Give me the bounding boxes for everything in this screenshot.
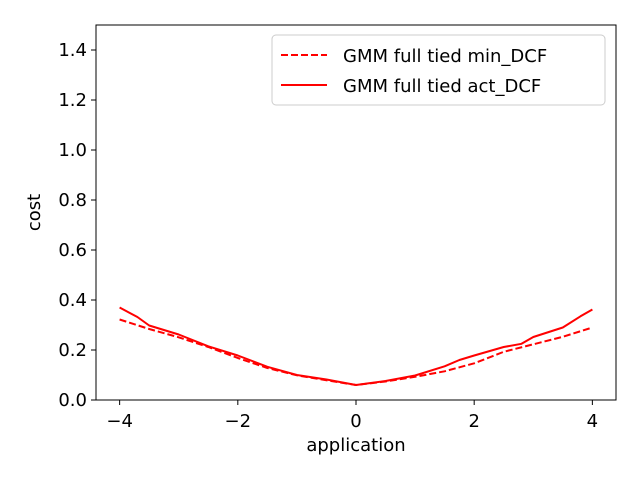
- y-tick-label: 1.0: [58, 140, 87, 161]
- x-tick-label: −4: [106, 411, 133, 432]
- series-line-min-dcf: [119, 318, 593, 386]
- y-tick-label: 0.0: [58, 390, 87, 411]
- y-tick-label: 1.4: [58, 40, 87, 61]
- series-line-act-dcf: [119, 306, 593, 386]
- x-tick-label: −2: [225, 411, 252, 432]
- y-axis-label: cost: [24, 194, 45, 231]
- axis-ticks: −4 −2 0 2 4 0.0 0.2 0.4 0.6 0.8 1.0 1.2 1.4: [58, 40, 598, 432]
- y-tick-label: 0.8: [58, 190, 87, 211]
- x-tick-label: 2: [468, 411, 479, 432]
- legend: GMM full tied min_DCF GMM full tied act_…: [271, 34, 606, 106]
- legend-box: [271, 34, 606, 106]
- y-tick-label: 0.2: [58, 340, 87, 361]
- x-tick-label: 4: [587, 411, 598, 432]
- plot-area: [119, 306, 593, 386]
- y-tick-label: 1.2: [58, 90, 87, 111]
- legend-label-act-dcf: GMM full tied act_DCF: [343, 76, 541, 97]
- legend-label-min-dcf: GMM full tied min_DCF: [343, 46, 547, 67]
- y-tick-label: 0.4: [58, 290, 87, 311]
- x-axis-label: application: [306, 435, 405, 456]
- x-tick-label: 0: [350, 411, 361, 432]
- y-tick-label: 0.6: [58, 240, 87, 261]
